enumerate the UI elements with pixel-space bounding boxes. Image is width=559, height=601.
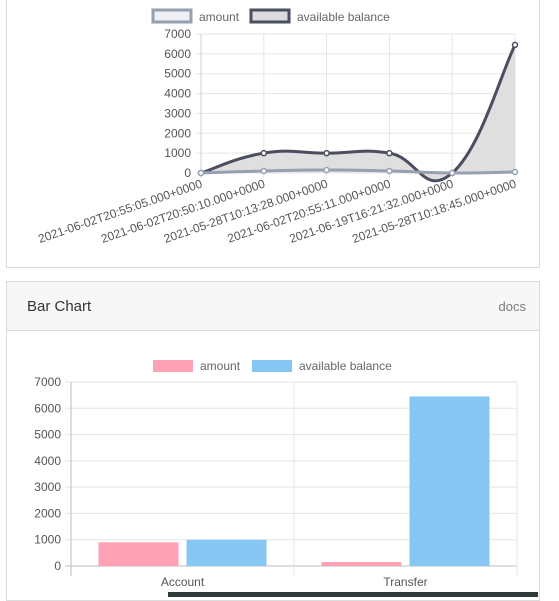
y-tick-label: 0	[54, 559, 61, 573]
point-balance	[323, 149, 330, 157]
point-amount	[511, 168, 519, 176]
legend-label-balance: available balance	[299, 359, 392, 373]
bar-balance-account	[186, 539, 267, 566]
docs-link[interactable]: docs	[498, 299, 526, 314]
y-tick-label: 3000	[34, 480, 61, 494]
y-tick-label: 1000	[34, 533, 61, 547]
y-tick-label: 2000	[164, 126, 191, 140]
point-balance	[386, 149, 393, 157]
point-balance	[511, 41, 519, 49]
y-tick-label: 4000	[34, 454, 61, 468]
y-tick-label: 3000	[164, 106, 191, 120]
bottom-scrollbar[interactable]	[168, 592, 538, 597]
y-tick-label: 1000	[164, 146, 191, 160]
line-chart: amount available balance 0 1000 2000 3000 4000…	[36, 8, 519, 246]
y-tick-label: 5000	[34, 428, 61, 442]
legend-swatch-amount	[151, 8, 193, 24]
card-header: Bar Chart docs	[7, 282, 539, 331]
y-tick-label: 5000	[164, 67, 191, 81]
bar-amount-account	[98, 542, 179, 566]
line-amount	[200, 168, 516, 175]
y-tick-label: 2000	[34, 506, 61, 520]
point-amount	[323, 166, 330, 174]
y-tick-label: 7000	[34, 375, 61, 389]
y-tick-label: 4000	[164, 87, 191, 101]
point-balance	[260, 149, 268, 157]
legend-swatch-balance	[252, 360, 292, 372]
y-tick-label: 0	[184, 166, 191, 180]
legend-label-amount: amount	[200, 359, 241, 373]
area-balance	[201, 44, 515, 181]
legend-swatch-balance	[249, 8, 291, 24]
point-amount	[197, 169, 205, 177]
legend-label-amount: amount	[199, 10, 240, 24]
x-tick-label: Transfer	[383, 575, 427, 589]
bar-amount-transfer	[321, 562, 402, 566]
legend-label-balance: available balance	[297, 10, 390, 24]
line-chart-card	[6, 0, 540, 268]
point-amount	[260, 167, 268, 175]
x-tick-label: Account	[161, 575, 205, 589]
point-amount	[448, 169, 456, 177]
bar-balance-transfer	[409, 396, 490, 566]
legend-swatch-amount	[153, 360, 193, 372]
y-tick-label: 6000	[164, 47, 191, 61]
point-amount	[386, 167, 393, 175]
y-tick-label: 6000	[34, 401, 61, 415]
card-title: Bar Chart	[27, 298, 92, 315]
y-tick-label: 7000	[164, 27, 191, 41]
